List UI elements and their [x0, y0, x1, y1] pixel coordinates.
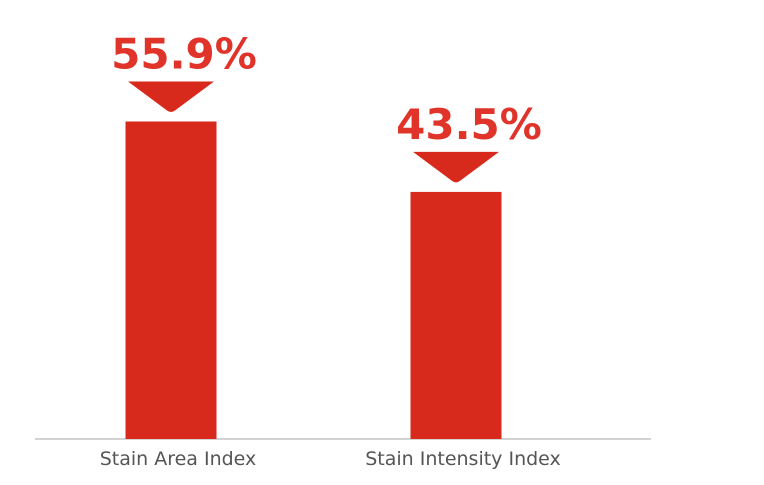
category-label-2: Stain Intensity Index: [365, 448, 561, 470]
category-label-1: Stain Area Index: [100, 448, 257, 470]
bar-1-marker: [128, 81, 214, 112]
bar-2-value-label: 43.5%: [396, 100, 542, 149]
bar-1-value-label: 55.9%: [111, 29, 257, 78]
bar-2: [410, 191, 502, 439]
bar-1: [125, 121, 217, 439]
bar-2-marker: [413, 151, 499, 183]
